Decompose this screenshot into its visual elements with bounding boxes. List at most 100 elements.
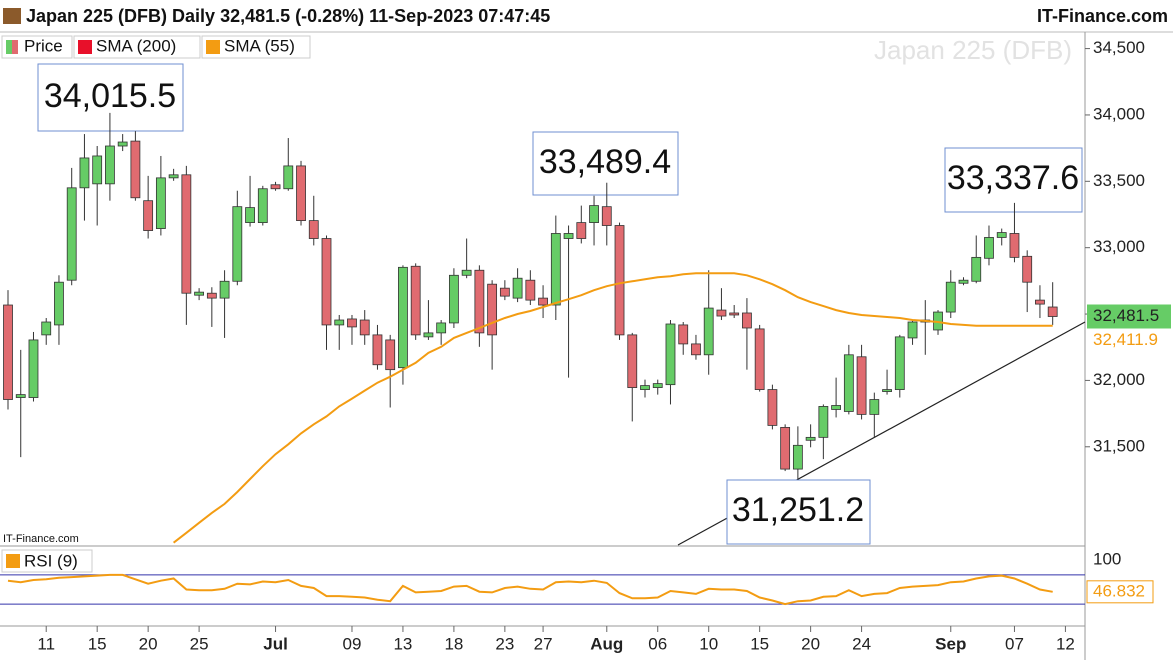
candle-body xyxy=(742,312,752,329)
candle-body xyxy=(652,383,663,388)
x-tick-label: 10 xyxy=(699,634,718,653)
candle-body xyxy=(105,145,115,185)
chart-title: Japan 225 (DFB) Daily 32,481.5 (-0.28%) … xyxy=(26,6,550,26)
candle-body xyxy=(945,281,956,313)
rsi-tag xyxy=(1086,580,1154,604)
candle-body xyxy=(3,304,13,400)
candle-body xyxy=(1009,233,1020,258)
source: IT-Finance.com xyxy=(3,533,79,545)
candle-body xyxy=(882,389,892,392)
legend-swatch xyxy=(78,40,92,54)
legend-swatch xyxy=(6,40,12,54)
candle-body xyxy=(729,312,740,316)
candle-body xyxy=(168,174,179,179)
candle-body xyxy=(270,184,281,190)
candle-body xyxy=(678,324,689,345)
candle-body xyxy=(716,309,727,317)
candle-body xyxy=(525,279,536,301)
candle-body xyxy=(206,292,217,299)
annotation-box xyxy=(37,63,184,132)
candle-body xyxy=(601,206,612,226)
candle-body xyxy=(436,322,447,334)
candle-body xyxy=(665,323,676,386)
x-tick-label: 09 xyxy=(343,634,362,653)
y-tick-label: 31,500 xyxy=(1093,436,1145,455)
x-tick-label: 12 xyxy=(1056,634,1075,653)
candle-body xyxy=(372,334,383,366)
candle-body xyxy=(232,206,243,282)
legend-box xyxy=(1,35,73,59)
candle-body xyxy=(1047,306,1058,317)
legend-box xyxy=(201,35,311,59)
candle-body xyxy=(15,394,26,398)
candle-body xyxy=(296,165,306,222)
x-tick-label: Jul xyxy=(263,634,288,653)
candle-body xyxy=(245,207,255,223)
candle-body xyxy=(971,256,982,282)
legend-label: SMA (200) xyxy=(96,36,176,55)
annotation: 33,489.4 xyxy=(539,143,671,181)
candle-body xyxy=(894,336,905,390)
y-tick-label: 33,500 xyxy=(1093,171,1145,190)
candle-body xyxy=(984,237,994,259)
rsi-tick-label: 100 xyxy=(1093,549,1121,568)
legend-box xyxy=(73,35,201,59)
x-tick-label: 20 xyxy=(139,634,158,653)
price-tag xyxy=(1087,304,1171,329)
candle-body xyxy=(79,157,90,189)
candle-body xyxy=(805,436,816,441)
x-tick-label: 24 xyxy=(852,634,871,653)
candle-body xyxy=(614,225,625,336)
candle-body xyxy=(321,238,332,326)
x-tick-label: 20 xyxy=(801,634,820,653)
brand: IT-Finance.com xyxy=(1037,6,1168,26)
candle-body xyxy=(334,319,345,326)
candle-body xyxy=(512,277,523,299)
candle-body xyxy=(359,319,370,336)
y-tick-label: 32,000 xyxy=(1093,370,1145,389)
candle-body xyxy=(474,269,485,334)
y-tick-label: 34,500 xyxy=(1093,38,1145,57)
candle-body xyxy=(283,165,294,190)
candle-body xyxy=(856,356,867,415)
candle-body xyxy=(767,389,778,426)
candle-body xyxy=(92,155,103,185)
candle-body xyxy=(347,318,357,328)
sma-tag-label: 32,411.9 xyxy=(1093,330,1158,349)
x-tick-label: 27 xyxy=(534,634,553,653)
demo-icon xyxy=(3,8,21,24)
price-tag-label: 32,481.5 xyxy=(1093,306,1159,325)
candle-body xyxy=(385,339,396,371)
candle-body xyxy=(423,332,434,338)
candle-body xyxy=(996,232,1007,238)
candle-body xyxy=(1035,299,1045,305)
candle-body xyxy=(487,283,498,336)
candle-body xyxy=(691,343,701,356)
rsi-tag-label: 46.832 xyxy=(1093,581,1145,600)
candle-body xyxy=(410,265,421,336)
candle-body xyxy=(780,426,791,470)
candle-body xyxy=(219,280,230,299)
x-tick-label: 23 xyxy=(495,634,514,653)
legend-box xyxy=(1,549,93,573)
x-tick-label: Sep xyxy=(935,634,966,653)
x-tick-label: 15 xyxy=(88,634,107,653)
candle-body xyxy=(461,269,472,276)
x-tick-label: Aug xyxy=(590,634,623,653)
candle-body xyxy=(117,141,128,147)
annotation-box xyxy=(944,147,1083,213)
candle-body xyxy=(907,321,918,339)
candle-body xyxy=(563,233,574,239)
candle-body xyxy=(41,321,52,336)
candle-body xyxy=(257,188,268,223)
x-tick-label: 18 xyxy=(444,634,463,653)
annotation: 31,251.2 xyxy=(732,491,864,529)
y-tick-label: 33,000 xyxy=(1093,237,1145,256)
candle-body xyxy=(869,399,880,415)
candle-body xyxy=(703,307,714,356)
x-tick-label: 11 xyxy=(37,634,55,653)
candle-body xyxy=(28,339,39,398)
rsi-label: RSI (9) xyxy=(24,551,78,570)
